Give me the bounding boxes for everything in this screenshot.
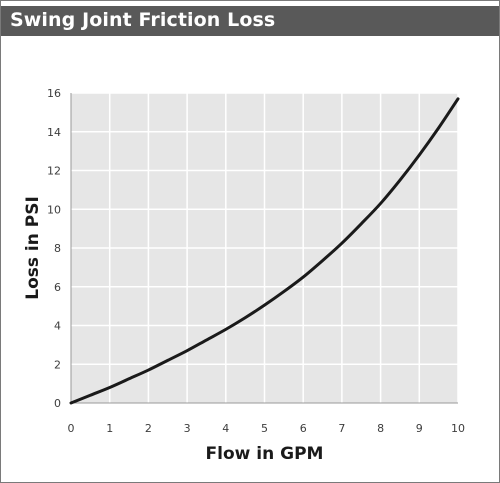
chart-title: Swing Joint Friction Loss	[10, 9, 276, 31]
y-tick-label: 6	[54, 281, 61, 294]
x-tick-label: 4	[222, 422, 229, 435]
x-tick-label: 8	[377, 422, 384, 435]
x-tick-label: 5	[261, 422, 268, 435]
y-tick-label: 4	[54, 320, 61, 333]
grid-lines	[70, 92, 459, 404]
x-tick-label: 0	[68, 422, 75, 435]
y-tick-label: 10	[47, 203, 61, 216]
x-tick-label: 1	[106, 422, 113, 435]
series-line	[69, 97, 460, 405]
y-tick-label: 14	[47, 126, 61, 139]
x-tick-labels: 0 1 2 3 4 5 6 7 8 9 10	[68, 422, 466, 435]
x-tick-label: 3	[184, 422, 191, 435]
x-tick-label: 9	[416, 422, 423, 435]
x-axis-label: Flow in GPM	[206, 444, 324, 464]
y-tick-label: 12	[47, 165, 61, 178]
y-tick-label: 2	[54, 358, 61, 371]
y-tick-labels: 0 2 4 6 8 10 12 14 16	[47, 87, 61, 410]
x-tick-label: 2	[145, 422, 152, 435]
y-tick-label: 8	[54, 242, 61, 255]
y-tick-label: 0	[54, 397, 61, 410]
x-tick-label: 6	[300, 422, 307, 435]
x-tick-label: 10	[451, 422, 465, 435]
y-tick-label: 16	[47, 87, 61, 100]
title-bar: Swing Joint Friction Loss	[1, 6, 499, 36]
y-axis-label: Loss in PSI	[23, 196, 43, 300]
x-tick-label: 7	[338, 422, 345, 435]
